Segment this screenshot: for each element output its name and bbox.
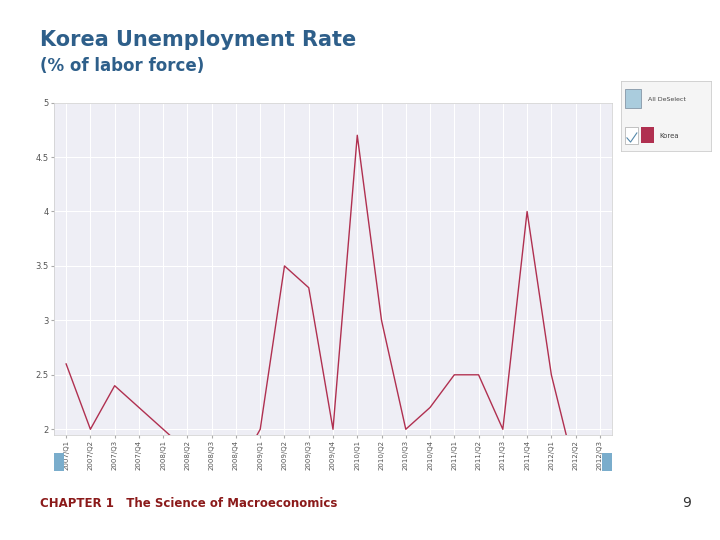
- Bar: [625, 90, 642, 107]
- Text: Korea Unemployment Rate: Korea Unemployment Rate: [40, 30, 356, 50]
- Bar: [54, 453, 64, 471]
- Text: 9: 9: [683, 496, 691, 510]
- Bar: [642, 127, 654, 143]
- Bar: [625, 127, 638, 144]
- Text: (% of labor force): (% of labor force): [40, 57, 204, 75]
- Text: All DeSelect: All DeSelect: [648, 97, 685, 102]
- Text: CHAPTER 1   The Science of Macroeconomics: CHAPTER 1 The Science of Macroeconomics: [40, 497, 337, 510]
- Text: Korea: Korea: [660, 133, 679, 139]
- Bar: [602, 453, 612, 471]
